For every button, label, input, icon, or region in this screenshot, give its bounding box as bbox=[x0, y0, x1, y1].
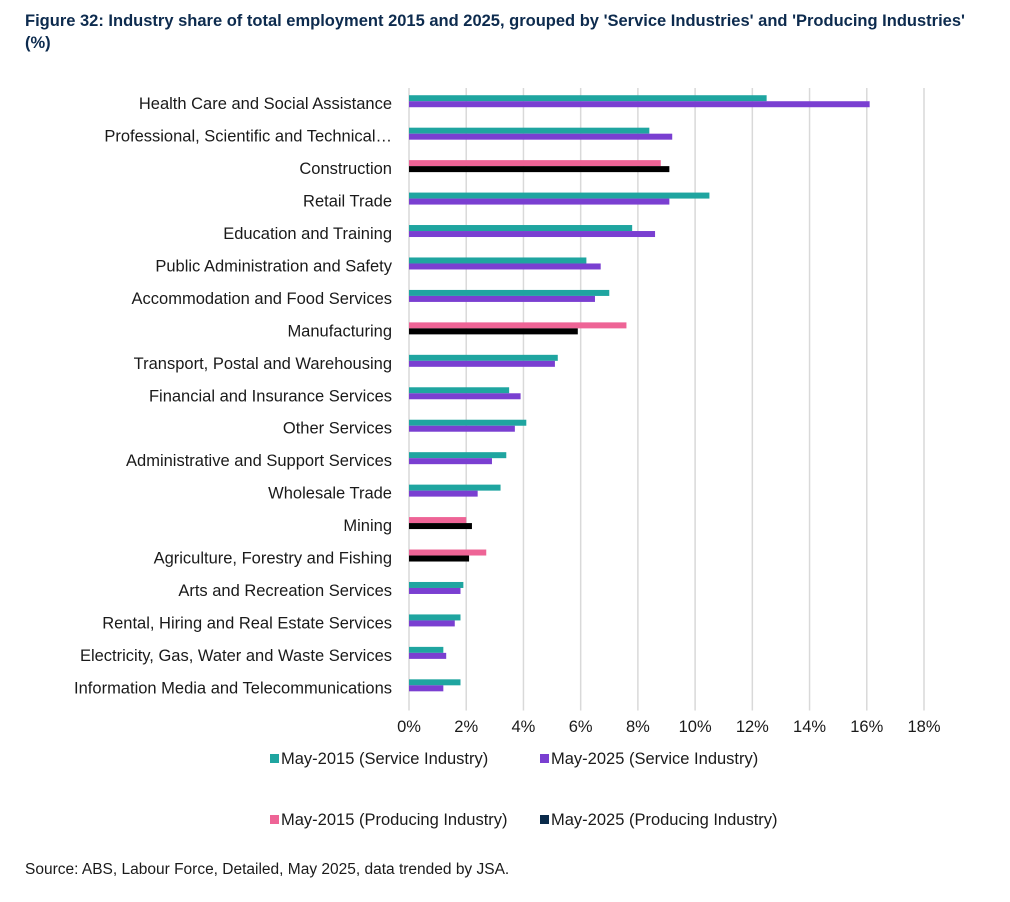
bar-2015-service bbox=[409, 646, 444, 653]
bar-2015-service bbox=[409, 452, 507, 459]
legend-item: May-2015 (Service Industry) bbox=[270, 750, 488, 768]
bar-2025-service bbox=[409, 685, 444, 692]
bars bbox=[409, 95, 870, 692]
chart-title: Figure 32: Industry share of total emplo… bbox=[25, 12, 965, 52]
bar-2025-service bbox=[409, 393, 521, 400]
bar-2025-producing bbox=[409, 328, 578, 335]
bar-2015-service bbox=[409, 679, 461, 686]
bar-2015-service bbox=[409, 257, 587, 264]
bar-2025-service bbox=[409, 458, 492, 465]
bar-2015-service bbox=[409, 192, 710, 199]
x-tick-label: 4% bbox=[512, 718, 536, 736]
x-tick-label: 14% bbox=[793, 718, 826, 736]
x-tick-label: 12% bbox=[736, 718, 769, 736]
legend-item: May-2025 (Producing Industry) bbox=[540, 811, 778, 829]
bar-2015-producing bbox=[409, 549, 487, 556]
bar-2025-service bbox=[409, 263, 601, 270]
legend-item: May-2025 (Service Industry) bbox=[540, 750, 758, 768]
bar-2015-service bbox=[409, 581, 464, 588]
bar-2015-producing bbox=[409, 517, 467, 524]
legend-item: May-2015 (Producing Industry) bbox=[270, 811, 508, 829]
bar-2025-service bbox=[409, 101, 870, 108]
category-label: Arts and Recreation Services bbox=[178, 582, 392, 600]
category-label: Health Care and Social Assistance bbox=[139, 95, 392, 113]
x-axis-ticks: 0% 2% 4% 6% 8% 10% 12% 14% 16% 18% bbox=[397, 718, 941, 736]
bar-2025-service bbox=[409, 133, 673, 140]
category-label: Wholesale Trade bbox=[268, 485, 392, 503]
category-label: Education and Training bbox=[223, 225, 392, 243]
x-tick-label: 6% bbox=[569, 718, 593, 736]
legend-swatch bbox=[540, 815, 549, 824]
bar-2025-service bbox=[409, 620, 455, 627]
category-label: Electricity, Gas, Water and Waste Servic… bbox=[80, 647, 392, 665]
x-tick-label: 8% bbox=[626, 718, 650, 736]
legend-swatch bbox=[270, 815, 279, 824]
bar-2025-service bbox=[409, 231, 656, 238]
bar-2025-service bbox=[409, 490, 478, 497]
legend-label: May-2015 (Producing Industry) bbox=[281, 811, 508, 829]
bar-2015-service bbox=[409, 387, 510, 394]
gridlines bbox=[408, 88, 925, 711]
bar-2015-service bbox=[409, 127, 650, 134]
category-label: Professional, Scientific and Technical… bbox=[104, 128, 392, 146]
category-label: Transport, Postal and Warehousing bbox=[134, 355, 392, 373]
source-note: Source: ABS, Labour Force, Detailed, May… bbox=[25, 861, 510, 878]
bar-2015-producing bbox=[409, 160, 661, 167]
bar-2025-producing bbox=[409, 523, 472, 530]
x-tick-label: 16% bbox=[850, 718, 883, 736]
category-labels: Health Care and Social Assistance Profess… bbox=[74, 95, 393, 697]
bar-2025-service bbox=[409, 425, 515, 432]
category-label: Accommodation and Food Services bbox=[132, 290, 392, 308]
bar-2015-service bbox=[409, 419, 527, 426]
x-tick-label: 10% bbox=[679, 718, 712, 736]
bar-2025-producing bbox=[409, 166, 670, 173]
category-label: Public Administration and Safety bbox=[155, 257, 392, 275]
bar-2015-producing bbox=[409, 322, 627, 329]
category-label: Other Services bbox=[283, 420, 392, 438]
bar-2015-service bbox=[409, 95, 767, 102]
category-label: Construction bbox=[299, 160, 392, 178]
legend-swatch bbox=[540, 754, 549, 763]
bar-2015-service bbox=[409, 225, 633, 232]
legend-swatch bbox=[270, 754, 279, 763]
x-tick-label: 2% bbox=[454, 718, 478, 736]
category-label: Information Media and Telecommunications bbox=[74, 679, 392, 697]
x-tick-label: 18% bbox=[907, 718, 940, 736]
bar-2025-producing bbox=[409, 555, 470, 562]
category-label: Manufacturing bbox=[287, 322, 392, 340]
category-label: Agriculture, Forestry and Fishing bbox=[154, 550, 392, 568]
category-label: Rental, Hiring and Real Estate Services bbox=[102, 614, 392, 632]
legend-label: May-2015 (Service Industry) bbox=[281, 750, 488, 768]
bar-2015-service bbox=[409, 614, 461, 621]
category-label: Retail Trade bbox=[303, 193, 392, 211]
x-tick-label: 0% bbox=[397, 718, 421, 736]
legend-label: May-2025 (Producing Industry) bbox=[551, 811, 778, 829]
bar-2025-service bbox=[409, 198, 670, 205]
legend: May-2015 (Service Industry) May-2025 (Ser… bbox=[270, 750, 778, 829]
category-label: Administrative and Support Services bbox=[126, 452, 392, 470]
bar-2025-service bbox=[409, 295, 595, 302]
bar-2015-service bbox=[409, 289, 610, 296]
bar-2025-service bbox=[409, 652, 447, 659]
bar-2025-service bbox=[409, 587, 461, 594]
category-label: Financial and Insurance Services bbox=[149, 387, 392, 405]
legend-label: May-2025 (Service Industry) bbox=[551, 750, 758, 768]
bar-2025-service bbox=[409, 360, 555, 367]
bar-2015-service bbox=[409, 354, 558, 361]
category-label: Mining bbox=[343, 517, 392, 535]
bar-2015-service bbox=[409, 484, 501, 491]
